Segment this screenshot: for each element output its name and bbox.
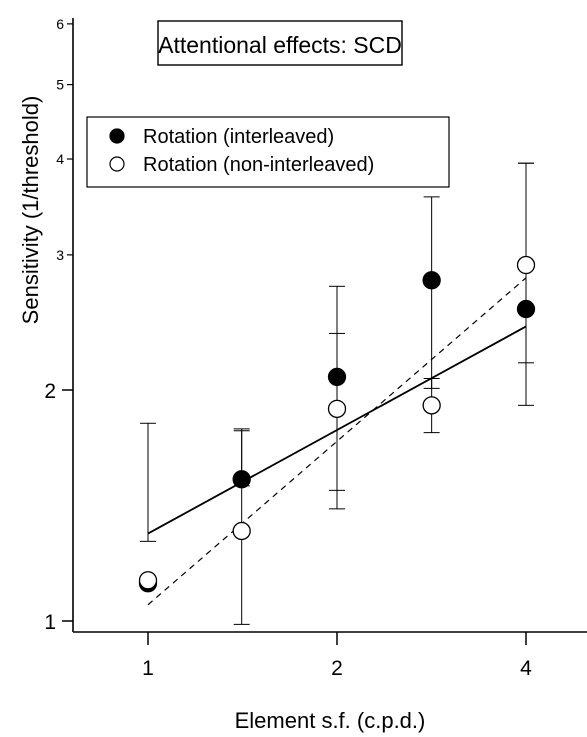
x-ticks: 1 2 4 (142, 632, 532, 680)
title-frame (157, 20, 403, 66)
y-tick-label-1: 1 (44, 611, 56, 634)
y-axis-label: Sensitivity (1/threshold) (18, 96, 43, 325)
legend-label-interleaved: Rotation (interleaved) (143, 126, 334, 148)
legend: Rotation (interleaved) Rotation (non-int… (86, 116, 450, 188)
axes (72, 18, 587, 633)
x-axis-label: Element s.f. (c.p.d.) (235, 708, 426, 733)
error-bar-non-interleaved-5 (518, 162, 534, 406)
legend-frame (86, 116, 450, 188)
y-ticks: 1 2 3 4 5 6 (44, 16, 73, 634)
error-bars (140, 162, 534, 625)
chart-title-box: Attentional effects: SCD (157, 20, 403, 66)
point-non-interleaved-4 (422, 396, 441, 415)
error-bar-non-interleaved-3 (329, 332, 345, 510)
error-bar-non-interleaved-1 (140, 422, 156, 542)
y-tick-label-2: 2 (44, 380, 56, 403)
data-markers (138, 255, 536, 593)
y-minor-tick-label-3: 3 (56, 247, 64, 263)
point-non-interleaved-1 (138, 571, 158, 590)
point-interleaved-3 (327, 367, 347, 387)
y-minor-tick-label-6: 6 (56, 16, 64, 32)
y-minor-tick-label-4: 4 (56, 151, 64, 167)
point-non-interleaved-3 (327, 399, 347, 419)
legend-marker-non-interleaved (109, 156, 125, 172)
y-minor-tick-label-5: 5 (56, 77, 64, 93)
legend-marker-interleaved (109, 128, 125, 144)
point-interleaved-2 (232, 470, 251, 489)
point-non-interleaved-5 (516, 255, 536, 275)
chart-title: Attentional effects: SCD (158, 32, 402, 58)
point-non-interleaved-2 (232, 521, 251, 541)
legend-label-non-interleaved: Rotation (non-interleaved) (143, 154, 374, 176)
x-tick-label-2: 2 (331, 657, 343, 680)
point-interleaved-5 (516, 299, 536, 319)
point-interleaved-4 (422, 271, 441, 290)
x-tick-label-1: 1 (142, 657, 154, 680)
x-tick-label-4: 4 (520, 657, 532, 680)
